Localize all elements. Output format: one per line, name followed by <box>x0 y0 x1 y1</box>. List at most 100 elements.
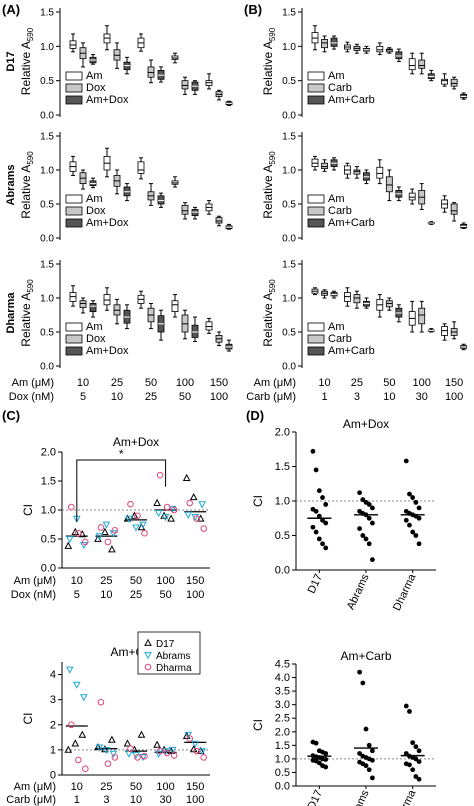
legend-label: Am+Carb <box>328 94 375 106</box>
ci-dotplot-bottom: 0.0 0.5 1.01.5 2.02.5 3.03.5 4.04.5 CI Am+Carb D… <box>251 649 436 806</box>
y-tick-label: 1.5 <box>40 260 54 271</box>
x-row1-label: Am (μM) <box>14 781 56 793</box>
data-point <box>413 499 419 505</box>
x-row1-value: 10 <box>318 377 330 389</box>
legend-swatch <box>307 346 325 356</box>
x-category-label: D17 <box>306 788 325 806</box>
x-row2-label: Dox (nM) <box>9 391 54 403</box>
y-tick-label: 1.5 <box>282 8 296 19</box>
data-point <box>410 495 416 500</box>
marker-d17 <box>130 511 139 519</box>
x-row2-value: 50 <box>179 391 191 403</box>
marker-abrams <box>125 750 133 758</box>
data-point <box>360 680 366 686</box>
ci-dotplot-top: 0.0 0.5 1.0 1.5 2.0 CI Am+Dox D17 Abrams Dharma <box>251 417 436 613</box>
y-tick-label: 1.0 <box>275 496 290 508</box>
y-axis-label: Relative A590 <box>261 27 277 95</box>
y-tick-label: 1.0 <box>41 505 56 517</box>
x-row1-value: 25 <box>100 575 112 587</box>
data-point <box>413 774 419 779</box>
legend-swatch <box>307 194 325 204</box>
data-point <box>403 751 409 756</box>
legend-swatch <box>307 322 325 332</box>
marker-dharma <box>170 752 178 759</box>
legend-label: Am+Dox <box>86 217 129 229</box>
x-row2-value: 1 <box>321 391 327 403</box>
y-axis-label: CI <box>21 713 35 725</box>
y-tick-label: 0.5 <box>282 328 296 339</box>
data-point <box>320 495 325 500</box>
data-point <box>316 760 322 766</box>
marker-abrams <box>79 541 88 550</box>
data-point <box>313 740 319 746</box>
x-row1-value: 50 <box>130 781 142 793</box>
legend-swatch <box>307 71 325 81</box>
y-tick-label: 2.5 <box>275 713 290 725</box>
x-row2-value: 10 <box>383 391 395 403</box>
ci-scatter-top: 0.0 0.5 1.0 1.5 2.0 CI Am+Dox* Am (μM) Dox (nM) 1… <box>11 435 210 601</box>
y-axis-label: CI <box>251 495 265 507</box>
x-row1-value: 150 <box>445 377 463 389</box>
data-point <box>316 488 322 494</box>
data-point <box>410 529 416 535</box>
y-tick-label: 1.5 <box>40 8 54 19</box>
legend-swatch <box>65 95 83 105</box>
marker-d17 <box>108 735 116 743</box>
box-carb <box>418 59 426 69</box>
data-point <box>320 517 325 523</box>
x-row1-label: Am (μM) <box>254 377 296 389</box>
y-tick-label: 2.0 <box>275 726 290 738</box>
box-carb <box>418 307 426 325</box>
y-tick-label: 0.0 <box>40 234 54 245</box>
marker-abrams <box>102 521 111 529</box>
data-point <box>323 502 329 507</box>
x-row1-value: 150 <box>186 781 204 793</box>
x-row1-value: 150 <box>186 575 204 587</box>
y-tick-label: 1.0 <box>275 753 290 765</box>
data-point <box>416 505 422 511</box>
y-tick-label: 1.0 <box>282 294 296 305</box>
marker-d17 <box>167 746 175 755</box>
marker-dharma <box>127 745 134 752</box>
legend-label: Carb <box>328 333 352 345</box>
legend-swatch <box>65 334 83 344</box>
marker-dharma <box>111 754 119 761</box>
marker-dharma <box>68 721 75 729</box>
x-row2-value: 25 <box>145 391 157 403</box>
y-tick-label: 4.5 <box>275 659 290 671</box>
box-carb <box>385 48 393 53</box>
marker-dharma <box>111 527 119 534</box>
x-row2-value: 5 <box>74 589 80 601</box>
y-tick-label: 1.0 <box>282 42 296 53</box>
legend-label: Dox <box>86 333 106 345</box>
legend-label: Abrams <box>156 651 190 662</box>
data-point <box>316 536 322 542</box>
box-dox <box>215 217 223 224</box>
marker-d17 <box>78 730 87 738</box>
box-carb <box>353 169 361 175</box>
marker-d17 <box>153 740 161 748</box>
marker-dharma <box>82 765 89 773</box>
x-axis-labels-B: Am (μM) Carb (μM) 10 1 25 3 50 10 100 30 150 100 <box>246 377 463 403</box>
x-row2-label: Carb (μM) <box>6 794 56 806</box>
data-point <box>313 529 319 535</box>
y-axis-label: Relative A590 <box>261 151 277 219</box>
panel-title: Am+Carb <box>340 649 391 663</box>
x-row1-value: 50 <box>145 377 157 389</box>
legend-label: Am <box>328 70 345 82</box>
x-row2-value: 100 <box>186 794 204 806</box>
x-row2-label: Carb (μM) <box>246 391 296 403</box>
legend-label: Carb <box>328 82 352 94</box>
marker-d17 <box>64 541 73 549</box>
marker-d17 <box>101 527 109 535</box>
x-row1-value: 25 <box>100 781 112 793</box>
y-tick-label: 4 <box>50 669 56 681</box>
data-point <box>370 505 375 511</box>
box-carb <box>321 162 328 170</box>
marker-dharma <box>163 749 171 757</box>
marker-abrams <box>72 681 81 689</box>
data-point <box>357 526 362 531</box>
